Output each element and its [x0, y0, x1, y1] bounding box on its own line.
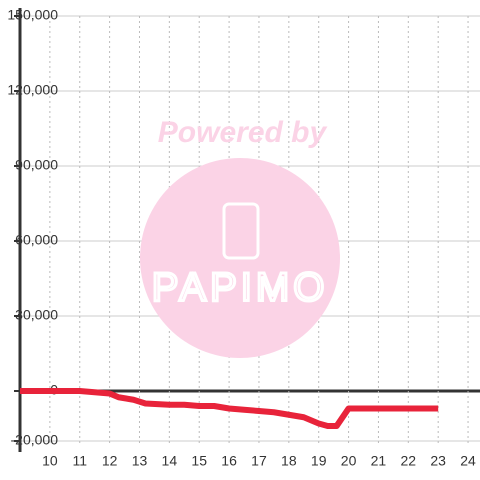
x-tick-label: 16	[221, 453, 237, 469]
x-tick-label: 21	[371, 453, 387, 469]
x-tick-label: 24	[460, 453, 476, 469]
y-tick-label: 90,000	[15, 157, 58, 173]
x-tick-label: 15	[191, 453, 207, 469]
x-tick-label: 11	[72, 453, 87, 469]
y-tick-label: 120,000	[7, 82, 58, 98]
watermark: Powered by PAPIMO	[140, 116, 340, 358]
x-tick-label: 22	[401, 453, 417, 469]
x-tick-label: 17	[251, 453, 267, 469]
x-tick-label: 13	[132, 453, 148, 469]
watermark-brand: PAPIMO	[152, 266, 329, 310]
x-tick-label: 19	[311, 453, 327, 469]
y-tick-label: 30,000	[15, 307, 58, 323]
x-tick-label: 12	[102, 453, 118, 469]
watermark-top: Powered by	[158, 116, 328, 149]
y-tick-label: 150,000	[7, 7, 58, 23]
watermark-phone	[222, 202, 260, 260]
x-tick-label: 18	[281, 453, 297, 469]
data-line	[20, 388, 439, 429]
x-tick-label: 23	[430, 453, 446, 469]
x-tick-label: 10	[42, 453, 58, 469]
y-tick-label: 60,000	[15, 232, 58, 248]
x-tick-label: 20	[341, 453, 357, 469]
y-tick-label: -20,000	[11, 432, 59, 448]
x-tick-label: 14	[162, 453, 178, 469]
